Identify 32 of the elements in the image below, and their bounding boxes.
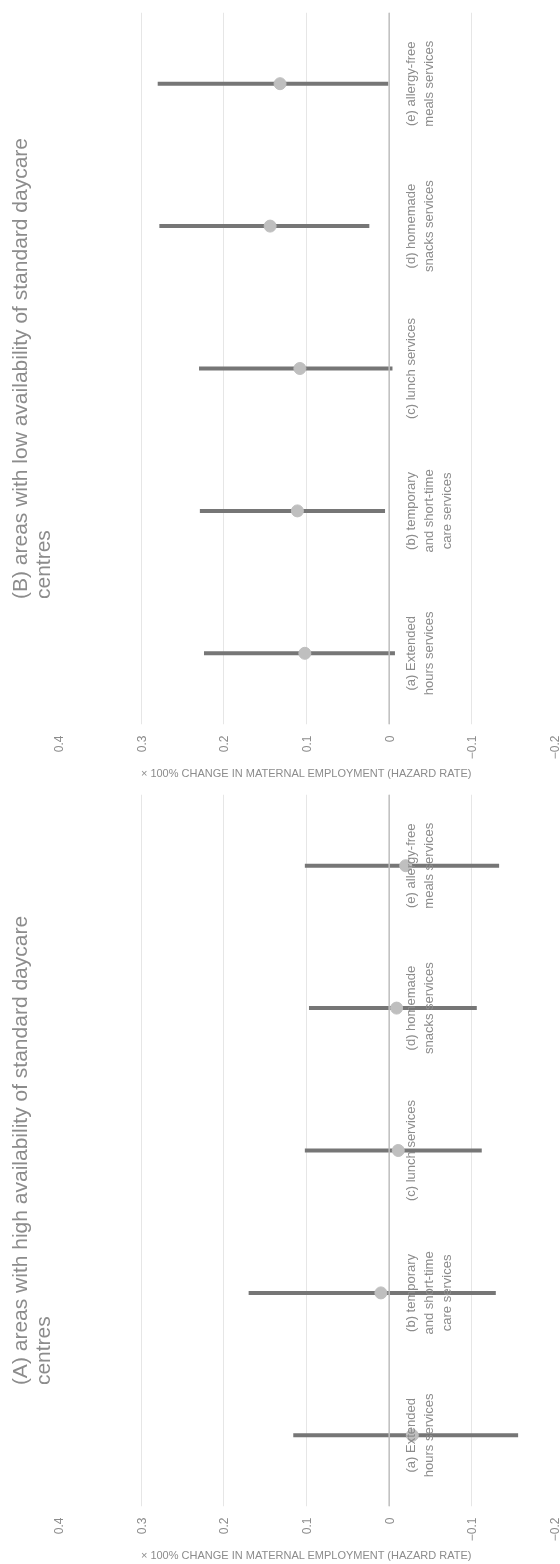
point: [390, 1001, 404, 1015]
x-tick-label: 0.2: [217, 1517, 232, 1535]
point: [273, 77, 287, 91]
point: [374, 1286, 388, 1300]
point: [293, 362, 307, 375]
x-tick-label: −0.1: [465, 1517, 480, 1542]
y-tick-label: (b) temporary and short-time care services: [403, 469, 455, 553]
point: [263, 219, 277, 233]
x-tick-label: 0.2: [217, 735, 232, 753]
point: [290, 504, 304, 518]
x-axis-title: × 100% CHANGE IN MATERNAL EMPLOYMENT (HAZARD RATE): [140, 767, 472, 780]
x-tick-label: 0.1: [300, 1517, 314, 1535]
x-tick-label: 0: [382, 1517, 397, 1525]
text: (B) areas with low availability of standard daycare centres: [7, 137, 54, 600]
x-tick-label: 0.1: [300, 735, 314, 753]
point: [298, 646, 312, 660]
point: [391, 1144, 405, 1157]
x-tick-label: 0.4: [52, 1517, 66, 1535]
y-tick-label: (d) homemade snacks services: [403, 179, 437, 272]
x-axis-title: × 100% CHANGE IN MATERNAL EMPLOYMENT (HAZARD RATE): [140, 1549, 472, 1562]
x-tick-label: 0.3: [134, 735, 149, 753]
x-tick-label: 0.4: [52, 735, 66, 753]
x-tick-label: −0.2: [548, 1517, 560, 1542]
x-tick-label: −0.2: [548, 735, 560, 760]
text: (A) areas with high availability of standard daycare centres: [7, 915, 54, 1386]
y-tick-label: (c) lunch services: [403, 317, 419, 420]
y-tick-label: (e) allergy-free meals services: [403, 40, 437, 127]
y-tick-label: (c) lunch services: [403, 1099, 419, 1202]
x-tick-label: 0: [382, 735, 397, 743]
y-tick-label: (a) Extended hours services: [403, 610, 437, 696]
x-tick-label: −0.1: [465, 735, 480, 760]
x-tick-label: 0.3: [134, 1517, 149, 1535]
